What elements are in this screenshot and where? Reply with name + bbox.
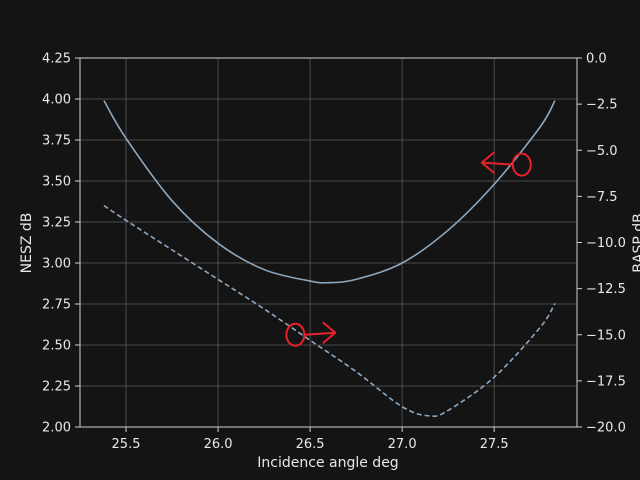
left-tick-label: 2.50 [42,339,71,354]
series-group [103,100,556,418]
left-tick-label: 2.00 [42,421,71,436]
x-tick-label: 27.5 [480,437,509,452]
right-tick-label: −7.5 [586,190,618,205]
x-tick-label: 26.0 [204,437,233,452]
left-tick-label: 2.75 [42,298,71,313]
right-tick-label: −15.0 [586,328,626,343]
annotations-group [285,151,532,347]
left-tick-label: 3.50 [42,175,71,190]
left-axis-ticks: 2.00 2.25 2.50 2.75 3.00 3.25 3.50 3.75 4.00 4.25 [42,52,80,436]
right-axis-label: BASP dB [631,213,640,272]
right-tick-label: −17.5 [586,374,626,389]
series-line-1 [103,100,556,284]
right-tick-label: −10.0 [586,236,626,251]
x-tick-label: 27.0 [388,437,417,452]
left-tick-label: 4.00 [42,93,71,108]
annotation-arrow [480,151,514,174]
right-tick-label: −5.0 [586,144,618,159]
annotation-1 [480,151,532,177]
right-tick-label: −12.5 [586,282,626,297]
x-tick-label: 26.5 [296,437,325,452]
right-tick-label: −2.5 [586,98,618,113]
right-tick-label: 0.0 [586,52,607,67]
left-tick-label: 2.25 [42,380,71,395]
right-tick-label: −20.0 [586,421,626,436]
right-axis-ticks: 0.0 −2.5 −5.0 −7.5 −10.0 −12.5 −15.0 −17.5 −20.0 [577,52,626,436]
left-axis-label: NESZ dB [19,213,35,274]
left-tick-label: 3.75 [42,134,71,149]
annotation-arrow [303,321,337,344]
x-axis-ticks: 25.5 26.0 26.5 27.0 27.5 [112,427,509,452]
left-tick-label: 4.25 [42,52,71,67]
annotation-2 [285,321,337,347]
x-axis-label: Incidence angle deg [257,455,398,471]
left-tick-label: 3.25 [42,216,71,231]
left-tick-label: 3.00 [42,257,71,272]
series-line-2 [103,204,556,418]
x-tick-label: 25.5 [112,437,141,452]
